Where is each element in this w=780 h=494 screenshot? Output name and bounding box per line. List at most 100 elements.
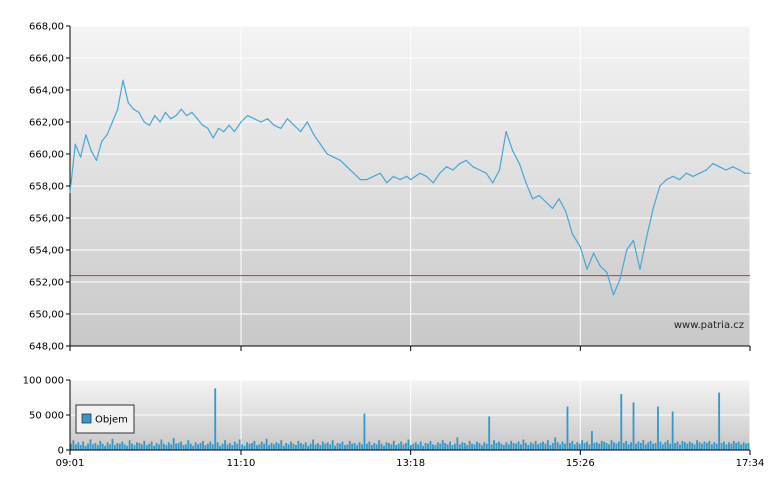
volume-bar <box>510 440 513 450</box>
volume-bar <box>444 443 447 450</box>
price-point <box>685 172 688 174</box>
price-point <box>127 102 129 104</box>
price-point <box>551 207 554 209</box>
price-y-tick-label: 668,00 <box>29 22 64 33</box>
volume-bar <box>319 445 322 450</box>
price-point <box>326 153 328 155</box>
price-point <box>196 118 198 120</box>
price-point <box>159 121 161 123</box>
volume-bar <box>145 445 148 450</box>
volume-bar <box>478 443 481 450</box>
volume-bar <box>312 439 314 450</box>
volume-bar <box>339 443 341 450</box>
volume-bar <box>353 443 356 450</box>
price-point <box>253 118 255 120</box>
volume-bar <box>688 441 691 450</box>
volume-bar <box>466 445 469 450</box>
volume-bar <box>578 443 581 450</box>
volume-bar <box>231 445 234 450</box>
volume-bar <box>686 443 689 450</box>
volume-bar <box>387 443 390 450</box>
volume-bar <box>591 431 593 450</box>
volume-bar <box>613 442 615 450</box>
price-point <box>692 175 694 177</box>
price-point <box>659 185 661 187</box>
volume-bar <box>214 388 217 450</box>
price-point <box>485 172 487 174</box>
volume-bar <box>708 440 711 450</box>
volume-bar <box>732 440 735 450</box>
volume-bar <box>368 441 371 450</box>
price-point <box>273 124 275 126</box>
volume-bar <box>539 443 542 450</box>
volume-bar <box>133 445 136 450</box>
volume-bar <box>603 441 606 450</box>
volume-bar <box>512 443 515 450</box>
volume-bar <box>373 443 376 450</box>
volume-bar <box>493 440 495 450</box>
price-y-tick-label: 664,00 <box>29 86 64 97</box>
volume-bar <box>395 445 398 450</box>
volume-bar <box>143 440 146 450</box>
price-point <box>732 166 734 168</box>
volume-bar <box>297 440 300 450</box>
volume-bar <box>314 444 317 450</box>
volume-bar <box>635 443 637 450</box>
volume-bar <box>480 445 483 450</box>
volume-bar <box>522 439 525 450</box>
price-point <box>228 124 230 126</box>
price-point <box>300 131 302 133</box>
legend-swatch <box>81 413 92 424</box>
volume-bar <box>527 445 530 450</box>
legend-label: Objem <box>95 415 128 426</box>
volume-bar <box>424 443 427 450</box>
volume-bar <box>517 441 520 450</box>
price-y-tick-label: 662,00 <box>29 118 64 129</box>
price-series-line <box>69 79 750 296</box>
volume-bar <box>473 444 476 450</box>
volume-bar <box>302 444 305 450</box>
volume-bar <box>417 444 420 450</box>
volume-bar <box>385 442 388 450</box>
volume-bar <box>241 444 244 450</box>
volume-bar <box>730 443 733 450</box>
volume-bar <box>392 440 395 450</box>
volume-bar <box>348 440 351 450</box>
volume-bar <box>649 440 652 450</box>
volume-bar <box>718 392 721 450</box>
price-point <box>217 127 220 129</box>
volume-bar <box>165 445 168 450</box>
volume-bar <box>116 443 119 450</box>
volume-bar <box>226 444 229 450</box>
volume-bar <box>549 445 552 450</box>
volume-bar <box>380 443 383 450</box>
volume-bar <box>468 440 471 450</box>
price-point <box>346 166 348 168</box>
price-point <box>148 124 151 126</box>
price-point <box>266 118 269 120</box>
volume-bar <box>556 442 559 450</box>
volume-bar <box>180 441 182 450</box>
volume-bar <box>595 442 598 450</box>
price-point <box>445 166 448 168</box>
volume-bar <box>202 440 204 450</box>
volume-bar <box>260 441 263 450</box>
volume-bar <box>282 445 285 450</box>
volume-bar <box>657 406 659 450</box>
volume-bar <box>307 445 310 450</box>
price-point <box>85 134 87 136</box>
volume-bar <box>346 444 349 450</box>
price-point <box>505 131 507 133</box>
volume-bar <box>334 445 336 450</box>
price-point <box>339 159 341 161</box>
volume-y-tick-label: 50 000 <box>29 411 64 422</box>
volume-bar <box>534 440 537 450</box>
volume-bar <box>106 442 109 450</box>
volume-bar <box>84 445 87 450</box>
volume-bar <box>268 445 270 450</box>
price-y-tick-label: 650,00 <box>29 310 64 321</box>
price-point <box>399 179 401 181</box>
volume-bar <box>532 443 535 450</box>
price-point <box>191 111 193 113</box>
